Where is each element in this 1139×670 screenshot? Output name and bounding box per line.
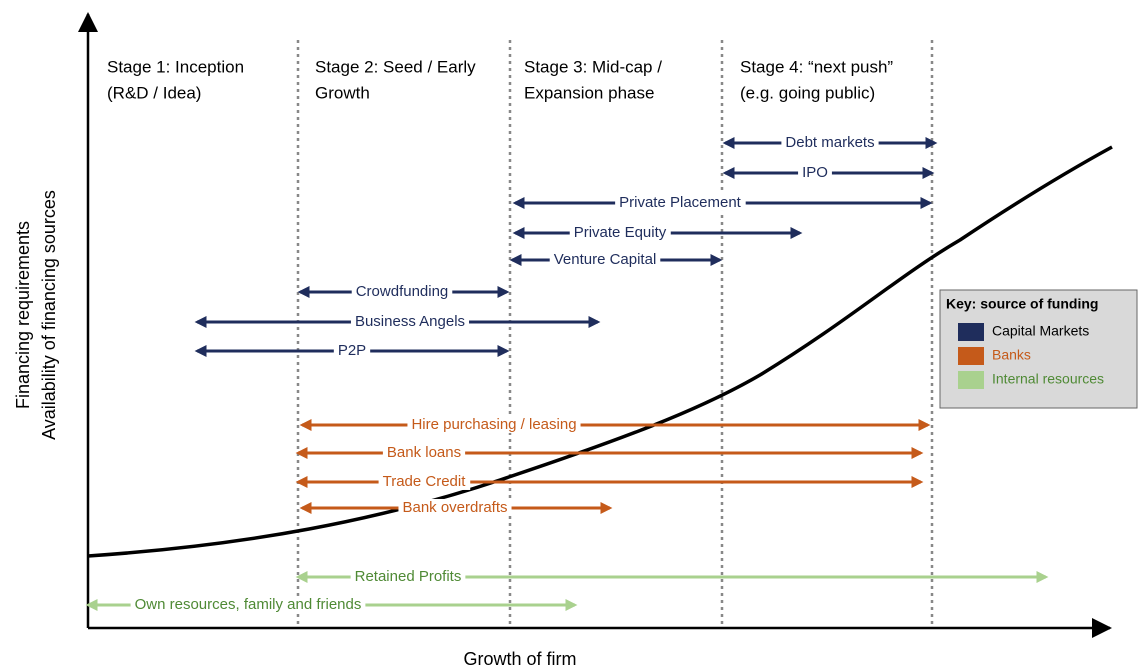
key-swatch — [958, 347, 984, 365]
label-background — [378, 472, 471, 490]
funding-label: Private Equity — [574, 224, 667, 241]
funding-label: IPO — [802, 164, 828, 181]
label-background — [398, 498, 512, 516]
label-background — [798, 163, 832, 181]
funding-label: Debt markets — [785, 134, 874, 151]
label-background — [130, 595, 366, 613]
y-axis-label: Financing requirements — [13, 221, 33, 409]
stage-label: Stage 4: “next push” — [740, 57, 893, 76]
funding-label: Private Placement — [619, 194, 742, 211]
label-background — [350, 567, 466, 585]
label-background — [350, 312, 470, 330]
label-background — [569, 223, 671, 241]
funding-label: Trade Credit — [383, 473, 467, 490]
label-background — [407, 415, 581, 433]
label-background — [333, 341, 371, 359]
funding-label: Retained Profits — [355, 568, 462, 585]
funding-label: Bank loans — [387, 444, 461, 461]
label-background — [382, 443, 466, 461]
key-swatch — [958, 323, 984, 341]
funding-label: P2P — [338, 342, 366, 359]
y-axis-label: Availability of financing sources — [39, 190, 59, 440]
label-background — [615, 193, 746, 211]
label-background — [351, 282, 453, 300]
label-background — [781, 133, 879, 151]
key-label: Internal resources — [992, 371, 1104, 387]
stage-dividers — [296, 40, 934, 628]
key-label: Banks — [992, 347, 1031, 363]
stage-label: Stage 1: Inception — [107, 57, 244, 76]
key-title: Key: source of funding — [946, 296, 1098, 312]
stage-label: Stage 3: Mid-cap / — [524, 57, 662, 76]
stage-label: Growth — [315, 83, 370, 102]
x-axis-label: Growth of firm — [463, 649, 576, 669]
funding-label: Business Angels — [355, 313, 465, 330]
label-background — [549, 250, 661, 268]
stage-label: Expansion phase — [524, 83, 654, 102]
funding-label: Bank overdrafts — [402, 499, 507, 516]
funding-label: Own resources, family and friends — [135, 596, 362, 613]
stage-label: (e.g. going public) — [740, 83, 875, 102]
key-label: Capital Markets — [992, 323, 1089, 339]
funding-label: Crowdfunding — [356, 283, 449, 300]
stage-label: (R&D / Idea) — [107, 83, 201, 102]
funding-label: Venture Capital — [554, 251, 657, 268]
key-swatch — [958, 371, 984, 389]
funding-label: Hire purchasing / leasing — [411, 416, 576, 433]
stage-label: Stage 2: Seed / Early — [315, 57, 476, 76]
growth-curve — [87, 145, 1113, 558]
